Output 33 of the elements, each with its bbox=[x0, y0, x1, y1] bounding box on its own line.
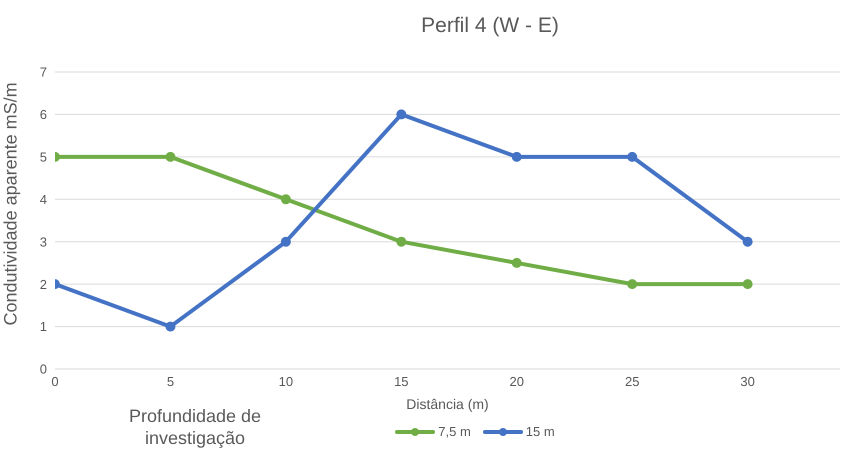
legend-label: 7,5 m bbox=[437, 424, 471, 439]
point bbox=[165, 152, 176, 162]
point bbox=[627, 152, 638, 162]
y-tick-label: 3 bbox=[40, 234, 47, 250]
legend-label: 15 m bbox=[524, 424, 555, 439]
y-tick-label: 1 bbox=[40, 319, 47, 334]
x-tick-label: 25 bbox=[624, 374, 640, 390]
point bbox=[280, 194, 291, 204]
x-tick-label: 10 bbox=[278, 374, 294, 390]
point bbox=[512, 258, 522, 268]
point bbox=[280, 236, 291, 247]
legend-title: Profundidade de investigação bbox=[128, 405, 262, 449]
y-tick-label: 5 bbox=[40, 149, 47, 164]
y-tick-label: 0 bbox=[40, 362, 47, 377]
y-tick-label: 7 bbox=[40, 64, 47, 80]
x-tick-label: 20 bbox=[510, 374, 524, 390]
x-tick-label: 15 bbox=[394, 374, 409, 390]
x-tick-label: 0 bbox=[51, 374, 59, 390]
y-tick-label: 2 bbox=[40, 276, 47, 292]
point bbox=[742, 279, 753, 290]
x-tick-label: 30 bbox=[740, 374, 755, 390]
point bbox=[165, 322, 176, 332]
x-tick-label: 5 bbox=[166, 374, 174, 390]
point bbox=[396, 109, 406, 120]
point bbox=[512, 152, 522, 162]
point bbox=[742, 236, 753, 247]
point bbox=[627, 279, 638, 290]
point bbox=[396, 236, 406, 247]
x-axis-title: Distância (m) bbox=[406, 396, 489, 412]
chart-title: Perfil 4 (W - E) bbox=[420, 14, 560, 38]
y-axis-title: Condutividade aparente mS/m bbox=[0, 82, 20, 326]
y-tick-label: 6 bbox=[40, 107, 47, 122]
y-tick-label: 4 bbox=[40, 192, 47, 207]
